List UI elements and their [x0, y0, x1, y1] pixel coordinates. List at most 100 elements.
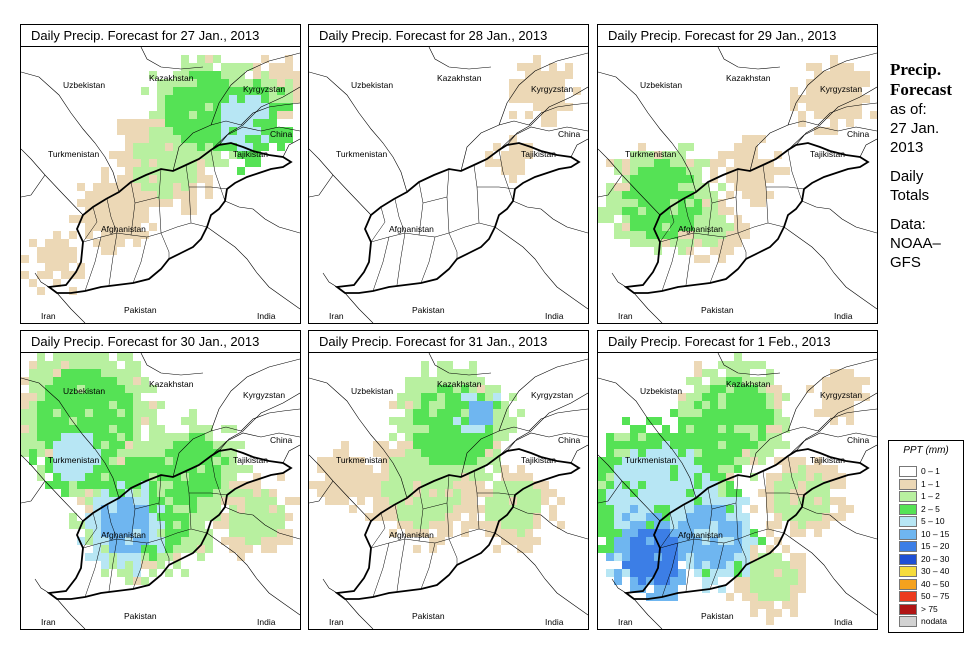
legend-item: 30 – 40: [899, 566, 961, 577]
precip-cell: [93, 521, 101, 529]
precip-cell: [710, 465, 718, 473]
precip-cell: [181, 497, 189, 505]
precip-cell: [822, 473, 830, 481]
precip-cell: [309, 481, 317, 489]
precip-cell: [269, 489, 277, 497]
precip-cell: [45, 457, 53, 465]
province-line: [448, 232, 458, 259]
precip-cell: [221, 79, 229, 87]
precip-cell: [846, 369, 854, 377]
province-line: [82, 512, 98, 549]
precip-cell: [606, 497, 614, 505]
precip-cell: [261, 505, 269, 513]
precip-cell: [774, 513, 782, 521]
legend-swatch: [899, 478, 917, 490]
precip-cell: [149, 151, 157, 159]
precip-cell: [173, 143, 181, 151]
precip-cell: [517, 529, 525, 537]
precip-cell: [437, 369, 445, 377]
precip-cells: [21, 353, 300, 585]
precip-cell: [846, 71, 854, 79]
precip-cell: [93, 417, 101, 425]
province-line: [683, 504, 695, 540]
precip-cell: [277, 505, 285, 513]
country-borders: [21, 353, 300, 629]
precip-cell: [165, 465, 173, 473]
precip-cell: [253, 95, 261, 103]
precip-cell: [165, 151, 173, 159]
precip-cell: [686, 175, 694, 183]
precip-cell: [109, 441, 117, 449]
precip-cell: [509, 417, 517, 425]
precip-cell: [165, 433, 173, 441]
precip-cell: [93, 409, 101, 417]
precip-cell: [501, 167, 509, 175]
precip-cell: [149, 441, 157, 449]
precip-cell: [654, 207, 662, 215]
precip-cell: [85, 353, 93, 361]
precip-cell: [710, 569, 718, 577]
precip-cell: [437, 537, 445, 545]
precip-cell: [726, 553, 734, 561]
precip-cell: [157, 497, 165, 505]
precip-cell: [269, 71, 277, 79]
precip-cell: [726, 409, 734, 417]
province-line: [108, 232, 118, 286]
precip-cell: [710, 409, 718, 417]
precip-cell: [349, 473, 357, 481]
precip-cell: [141, 385, 149, 393]
border-line: [344, 292, 374, 323]
precip-cell: [830, 95, 838, 103]
precip-cell: [165, 545, 173, 553]
precip-cell: [509, 79, 517, 87]
precip-cell: [45, 417, 53, 425]
precip-cell: [485, 417, 493, 425]
precip-cell: [774, 481, 782, 489]
border-line: [240, 408, 300, 432]
precip-cell: [221, 143, 229, 151]
precip-cell: [694, 385, 702, 393]
precip-cell: [429, 545, 437, 553]
precip-cell: [77, 183, 85, 191]
panel-title: Daily Precip. Forecast for 31 Jan., 2013: [309, 331, 588, 353]
precip-cell: [61, 385, 69, 393]
precip-cell: [734, 457, 742, 465]
precip-cell: [453, 385, 461, 393]
precip-cell: [742, 393, 750, 401]
precip-cell: [133, 361, 141, 369]
precip-cell: [413, 505, 421, 513]
precip-cell: [405, 377, 413, 385]
precip-cell: [205, 127, 213, 135]
precip-cell: [197, 103, 205, 111]
precip-cell: [718, 159, 726, 167]
precip-cell: [646, 175, 654, 183]
precip-cell: [45, 247, 53, 255]
precip-cell: [189, 119, 197, 127]
precip-cell: [830, 71, 838, 79]
country-labels: UzbekistanKazakhstanKyrgyzstanChinaTajik…: [329, 73, 580, 321]
precip-cell: [277, 473, 285, 481]
province-line: [84, 236, 102, 292]
precip-cell: [670, 577, 678, 585]
precip-cell: [93, 215, 101, 223]
precip-cell: [606, 465, 614, 473]
precip-cell: [285, 537, 293, 545]
precip-cell: [133, 449, 141, 457]
precip-cell: [149, 433, 157, 441]
precip-cell: [413, 513, 421, 521]
precip-cell: [654, 231, 662, 239]
border-line: [787, 358, 877, 432]
precip-cell: [85, 481, 93, 489]
precip-cell: [77, 457, 85, 465]
precip-cell: [541, 87, 549, 95]
precip-cell: [245, 529, 253, 537]
precip-cell: [638, 425, 646, 433]
country-label-kazakhstan: Kazakhstan: [149, 73, 194, 83]
country-label-tajikistan: Tajikistan: [233, 149, 268, 159]
precip-cell: [614, 545, 622, 553]
precip-map: UzbekistanKazakhstanKyrgyzstanChinaTajik…: [309, 353, 588, 629]
precip-cell: [758, 441, 766, 449]
precip-cell: [670, 151, 678, 159]
precip-cell: [846, 111, 854, 119]
precip-cell: [189, 79, 197, 87]
